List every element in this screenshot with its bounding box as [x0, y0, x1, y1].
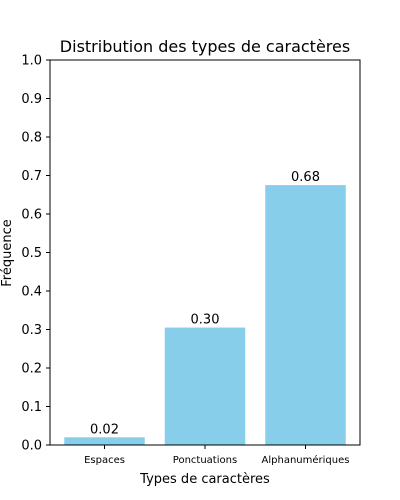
y-tick-label: 0.8	[21, 131, 42, 146]
x-tick-label: Espaces	[84, 455, 125, 466]
bar-value-label: 0.30	[191, 313, 220, 328]
y-tick-label: 0.2	[21, 362, 42, 377]
y-tick-label: 0.5	[21, 246, 42, 261]
y-tick-label: 0.7	[21, 169, 42, 184]
y-tick-label: 0.0	[21, 439, 42, 454]
y-tick-label: 0.6	[21, 208, 42, 223]
y-tick-label: 0.3	[21, 323, 42, 338]
y-tick-label: 0.9	[21, 92, 42, 107]
bar-value-labels: 0.02 0.30 0.68	[90, 170, 320, 437]
x-tick-label: Ponctuations	[173, 455, 237, 466]
y-axis-ticks: 0.0 0.1 0.2 0.3 0.4 0.5 0.6 0.7 0.8 0.9 1.0	[21, 54, 50, 454]
x-axis-label: Types de caractères	[139, 472, 270, 487]
x-tick-label: Alphanumériques	[262, 454, 350, 466]
chart-title: Distribution des types de caractères	[60, 37, 350, 56]
y-tick-label: 1.0	[21, 54, 42, 69]
bar-3	[265, 185, 346, 445]
bar-1	[64, 437, 145, 445]
x-axis-ticks: Espaces Ponctuations Alphanumériques	[84, 445, 349, 466]
plot-frame	[49, 59, 361, 446]
y-axis-label: Fréquence	[0, 219, 15, 286]
bar-2	[164, 327, 246, 445]
y-tick-label: 0.1	[21, 400, 42, 415]
y-tick-label: 0.4	[21, 285, 42, 300]
bar-value-label: 0.02	[90, 422, 119, 437]
bars	[64, 185, 346, 445]
bar-value-label: 0.68	[291, 170, 320, 185]
